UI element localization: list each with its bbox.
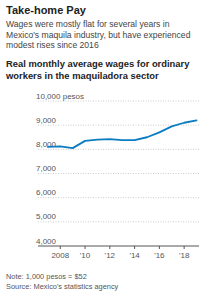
y-tick-label: 4,000 (36, 237, 57, 246)
x-tick-label: '18 (179, 251, 190, 260)
x-tick-label: '14 (129, 251, 140, 260)
x-tick-label: 2008 (51, 251, 69, 260)
chart-root: Take-home Pay Wages were mostly flat for … (0, 0, 205, 300)
plot-area (48, 120, 197, 148)
y-tick-label: 10,000 pesos (36, 92, 84, 101)
chart-title: Real monthly average wages for ordinary … (6, 58, 201, 81)
note: Note: 1,000 pesos = $52 (6, 272, 201, 281)
grid-line (38, 149, 199, 150)
y-tick-label: 7,000 (36, 164, 57, 173)
y-tick-label: 6,000 (36, 188, 57, 197)
x-tick (159, 246, 160, 249)
x-tick (85, 246, 86, 249)
x-tick (109, 246, 110, 249)
baseline (38, 246, 199, 247)
grid-line (38, 101, 199, 102)
grid-line (38, 173, 199, 174)
y-tick-label: 5,000 (36, 212, 57, 221)
y-tick-label: 9,000 (36, 116, 57, 125)
grid-line (38, 197, 199, 198)
source: Source: Mexico's statistics agency (6, 282, 201, 291)
chart-svg: 4,0005,0006,0007,0008,0009,00010,000 pes… (0, 0, 205, 300)
grid-line (38, 221, 199, 222)
x-tick-label: '12 (105, 251, 116, 260)
x-tick-label: '10 (80, 251, 91, 260)
x-tick (184, 246, 185, 249)
x-tick (60, 246, 61, 249)
line (48, 120, 197, 148)
title: Take-home Pay (6, 4, 201, 16)
subtitle: Wages were mostly flat for several years… (6, 19, 201, 51)
x-tick-label: '16 (154, 251, 165, 260)
x-tick (134, 246, 135, 249)
